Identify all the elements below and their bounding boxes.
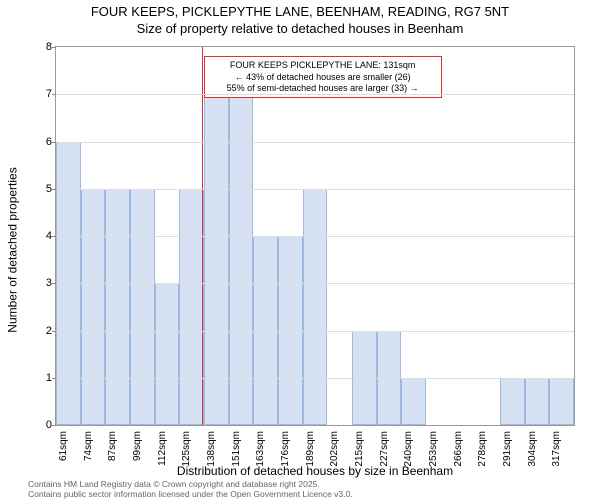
chart-title-address: FOUR KEEPS, PICKLEPYTHE LANE, BEENHAM, R… bbox=[0, 4, 600, 19]
y-tick-label: 4 bbox=[36, 230, 52, 242]
histogram-bar bbox=[130, 189, 155, 425]
gridline-h bbox=[56, 189, 574, 190]
y-tick-mark bbox=[52, 142, 56, 143]
x-tick-label: 138sqm bbox=[206, 431, 217, 467]
y-tick-mark bbox=[52, 94, 56, 95]
histogram-bar bbox=[179, 189, 204, 425]
y-tick-label: 7 bbox=[36, 88, 52, 100]
x-tick-label: 304sqm bbox=[527, 431, 538, 467]
x-tick-label: 151sqm bbox=[231, 431, 242, 467]
y-axis-label: Number of detached properties bbox=[6, 167, 20, 332]
x-tick-label: 112sqm bbox=[157, 431, 168, 466]
gridline-h bbox=[56, 142, 574, 143]
chart-title-desc: Size of property relative to detached ho… bbox=[0, 21, 600, 36]
x-tick-label: 240sqm bbox=[403, 431, 414, 467]
histogram-bar bbox=[229, 94, 254, 425]
gridline-h bbox=[56, 94, 574, 95]
x-tick-label: 74sqm bbox=[83, 431, 94, 461]
x-tick-label: 253sqm bbox=[428, 431, 439, 467]
y-tick-label: 1 bbox=[36, 372, 52, 384]
y-tick-mark bbox=[52, 283, 56, 284]
callout-line-2: ← 43% of detached houses are smaller (26… bbox=[210, 72, 436, 83]
y-tick-mark bbox=[52, 425, 56, 426]
callout-line-3: 55% of semi-detached houses are larger (… bbox=[210, 83, 436, 94]
histogram-bar bbox=[401, 378, 426, 425]
y-tick-label: 5 bbox=[36, 183, 52, 195]
callout-line-1: FOUR KEEPS PICKLEPYTHE LANE: 131sqm bbox=[210, 60, 436, 71]
x-tick-label: 202sqm bbox=[329, 431, 340, 467]
y-tick-label: 8 bbox=[36, 41, 52, 53]
histogram-bar bbox=[303, 189, 328, 425]
y-tick-label: 2 bbox=[36, 325, 52, 337]
x-tick-label: 215sqm bbox=[354, 431, 365, 467]
gridline-h bbox=[56, 331, 574, 332]
histogram-bar bbox=[549, 378, 574, 425]
x-tick-label: 278sqm bbox=[477, 431, 488, 467]
footer-line-2: Contains public sector information licen… bbox=[28, 490, 353, 500]
gridline-h bbox=[56, 378, 574, 379]
y-tick-mark bbox=[52, 47, 56, 48]
histogram-bar bbox=[105, 189, 130, 425]
y-tick-mark bbox=[52, 236, 56, 237]
callout-box: FOUR KEEPS PICKLEPYTHE LANE: 131sqm ← 43… bbox=[204, 56, 442, 98]
y-tick-mark bbox=[52, 189, 56, 190]
y-axis-label-wrap: Number of detached properties bbox=[6, 0, 20, 500]
x-tick-label: 317sqm bbox=[551, 431, 562, 467]
x-tick-label: 227sqm bbox=[379, 431, 390, 467]
histogram-chart: FOUR KEEPS, PICKLEPYTHE LANE, BEENHAM, R… bbox=[0, 0, 600, 500]
x-tick-label: 266sqm bbox=[453, 431, 464, 467]
histogram-bar bbox=[155, 283, 180, 425]
x-tick-label: 87sqm bbox=[107, 431, 118, 461]
x-tick-label: 189sqm bbox=[305, 431, 316, 467]
x-axis-label: Distribution of detached houses by size … bbox=[55, 464, 575, 478]
title-block: FOUR KEEPS, PICKLEPYTHE LANE, BEENHAM, R… bbox=[0, 0, 600, 36]
x-tick-label: 125sqm bbox=[181, 431, 192, 467]
histogram-bar bbox=[525, 378, 550, 425]
histogram-bar bbox=[81, 189, 106, 425]
histogram-bar bbox=[204, 94, 229, 425]
x-tick-label: 99sqm bbox=[132, 431, 143, 461]
plot-area: FOUR KEEPS PICKLEPYTHE LANE: 131sqm ← 43… bbox=[55, 46, 575, 426]
y-tick-mark bbox=[52, 378, 56, 379]
gridline-h bbox=[56, 283, 574, 284]
y-tick-label: 6 bbox=[36, 136, 52, 148]
footer-note: Contains HM Land Registry data © Crown c… bbox=[28, 480, 353, 500]
x-tick-label: 176sqm bbox=[280, 431, 291, 467]
y-tick-mark bbox=[52, 331, 56, 332]
histogram-bar bbox=[500, 378, 525, 425]
y-tick-label: 3 bbox=[36, 277, 52, 289]
x-tick-label: 61sqm bbox=[58, 431, 69, 461]
gridline-h bbox=[56, 236, 574, 237]
y-tick-label: 0 bbox=[36, 419, 52, 431]
x-tick-label: 163sqm bbox=[255, 431, 266, 467]
x-tick-label: 291sqm bbox=[502, 431, 513, 467]
